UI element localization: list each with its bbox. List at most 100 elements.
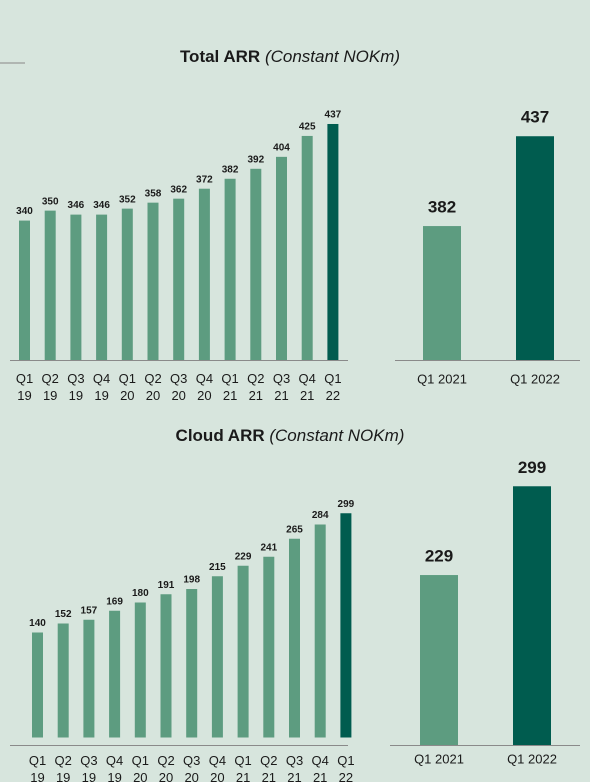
title-main: Total ARR — [180, 47, 260, 66]
value-label: 346 — [68, 200, 85, 211]
x-tick-label-line: Q2 — [247, 371, 264, 386]
x-tick-label: Q1 19 — [16, 371, 33, 403]
x-tick-label: Q3 20 — [183, 753, 200, 782]
bar — [109, 610, 121, 738]
bar — [513, 486, 551, 745]
x-tick-label-line: 21 — [236, 770, 250, 782]
x-tick-label-line: 19 — [43, 388, 57, 403]
value-label: 180 — [132, 588, 149, 599]
x-tick-label-line: 21 — [249, 388, 263, 403]
x-tick-label: Q2 20 — [144, 371, 161, 403]
x-tick-label: Q3 19 — [67, 371, 84, 403]
value-label: 191 — [158, 580, 175, 591]
value-label: 346 — [93, 200, 110, 211]
x-tick-label-line: Q1 — [221, 371, 238, 386]
bar — [224, 178, 236, 360]
x-tick-label-line: 19 — [107, 770, 121, 782]
bar — [32, 632, 43, 738]
x-tick-label-line: Q4 — [209, 753, 226, 768]
bar — [83, 619, 95, 738]
x-tick-label-line: Q4 — [312, 753, 329, 768]
x-tick-label-line: 20 — [133, 770, 147, 782]
x-tick-label: Q1 20 — [119, 371, 136, 403]
x-tick-label: Q4 20 — [196, 371, 213, 403]
x-tick-label-line: Q1 — [119, 371, 136, 386]
x-tick-label: Q4 19 — [106, 753, 123, 782]
value-label: 169 — [106, 596, 123, 607]
x-tick-label-line: 20 — [171, 388, 185, 403]
value-label: 241 — [260, 542, 277, 553]
value-label: 352 — [119, 194, 136, 205]
chart-title: Total ARR (Constant NOKm) — [180, 47, 400, 66]
bar — [340, 513, 352, 738]
title-sub: (Constant NOKm) — [265, 47, 400, 66]
bar — [237, 565, 249, 738]
value-label: 198 — [183, 575, 200, 586]
value-label: 437 — [325, 110, 342, 121]
x-tick-label-line: Q4 — [106, 753, 123, 768]
value-label: 265 — [286, 524, 303, 535]
value-label: 299 — [338, 499, 355, 510]
value-label: 372 — [196, 174, 213, 185]
x-tick-label-line: Q4 — [93, 371, 110, 386]
bar — [70, 214, 82, 360]
bar — [420, 575, 458, 745]
x-tick-label-line: Q1 — [337, 753, 354, 768]
x-tick-label: Q1 21 — [234, 753, 251, 782]
value-label: 362 — [170, 184, 187, 195]
value-label: 358 — [145, 188, 162, 199]
bar — [134, 602, 146, 738]
x-tick-label: Q4 20 — [209, 753, 226, 782]
value-label: 382 — [222, 164, 239, 175]
x-tick-label-line: Q3 — [183, 753, 200, 768]
x-tick-label-line: 19 — [94, 388, 108, 403]
x-tick-label-line: Q3 — [170, 371, 187, 386]
x-tick-label: Q1 19 — [29, 753, 46, 782]
x-tick-label: Q3 21 — [273, 371, 290, 403]
bar — [44, 210, 56, 360]
x-tick-label: Q4 21 — [312, 753, 329, 782]
x-tick-label-line: 21 — [223, 388, 237, 403]
x-tick-label-line: 20 — [120, 388, 134, 403]
x-tick-label-line: 19 — [69, 388, 83, 403]
bar — [263, 556, 275, 738]
x-tick-label-line: 20 — [146, 388, 160, 403]
bar — [96, 214, 108, 360]
x-tick-label-line: 19 — [82, 770, 96, 782]
x-tick-label-line: 19 — [56, 770, 70, 782]
x-tick-label-line: Q2 — [55, 753, 72, 768]
x-tick-label-line: 21 — [262, 770, 276, 782]
x-tick-label-line: Q1 — [132, 753, 149, 768]
value-label: 350 — [42, 196, 59, 207]
x-tick-label: Q2 21 — [260, 753, 277, 782]
bar — [147, 202, 159, 360]
value-label: 284 — [312, 510, 329, 521]
x-tick-label-line: 22 — [326, 388, 340, 403]
bar — [301, 135, 313, 360]
x-tick-label-line: 19 — [30, 770, 44, 782]
x-tick-label-line: Q2 — [157, 753, 174, 768]
x-tick-label-line: Q3 — [286, 753, 303, 768]
x-tick-label-line: Q2 — [144, 371, 161, 386]
x-tick-label: Q1 22 — [324, 371, 341, 403]
x-tick-label: Q1 2022 — [507, 751, 557, 766]
value-label: 392 — [247, 154, 264, 165]
value-label: 425 — [299, 122, 316, 133]
value-label: 157 — [81, 605, 98, 616]
x-tick-label-line: Q4 — [299, 371, 316, 386]
bar — [173, 198, 185, 360]
x-tick-label: Q1 2021 — [414, 751, 464, 766]
x-tick-label-line: Q1 — [324, 371, 341, 386]
bar — [423, 226, 461, 360]
value-label: 229 — [425, 547, 453, 566]
value-label: 215 — [209, 562, 226, 573]
bar — [211, 576, 223, 738]
value-label: 437 — [521, 108, 549, 127]
x-tick-label: Q4 21 — [299, 371, 316, 403]
x-tick-label: Q2 19 — [55, 753, 72, 782]
x-tick-label-line: Q2 — [260, 753, 277, 768]
x-tick-label-line: Q1 — [234, 753, 251, 768]
x-tick-label: Q2 21 — [247, 371, 264, 403]
